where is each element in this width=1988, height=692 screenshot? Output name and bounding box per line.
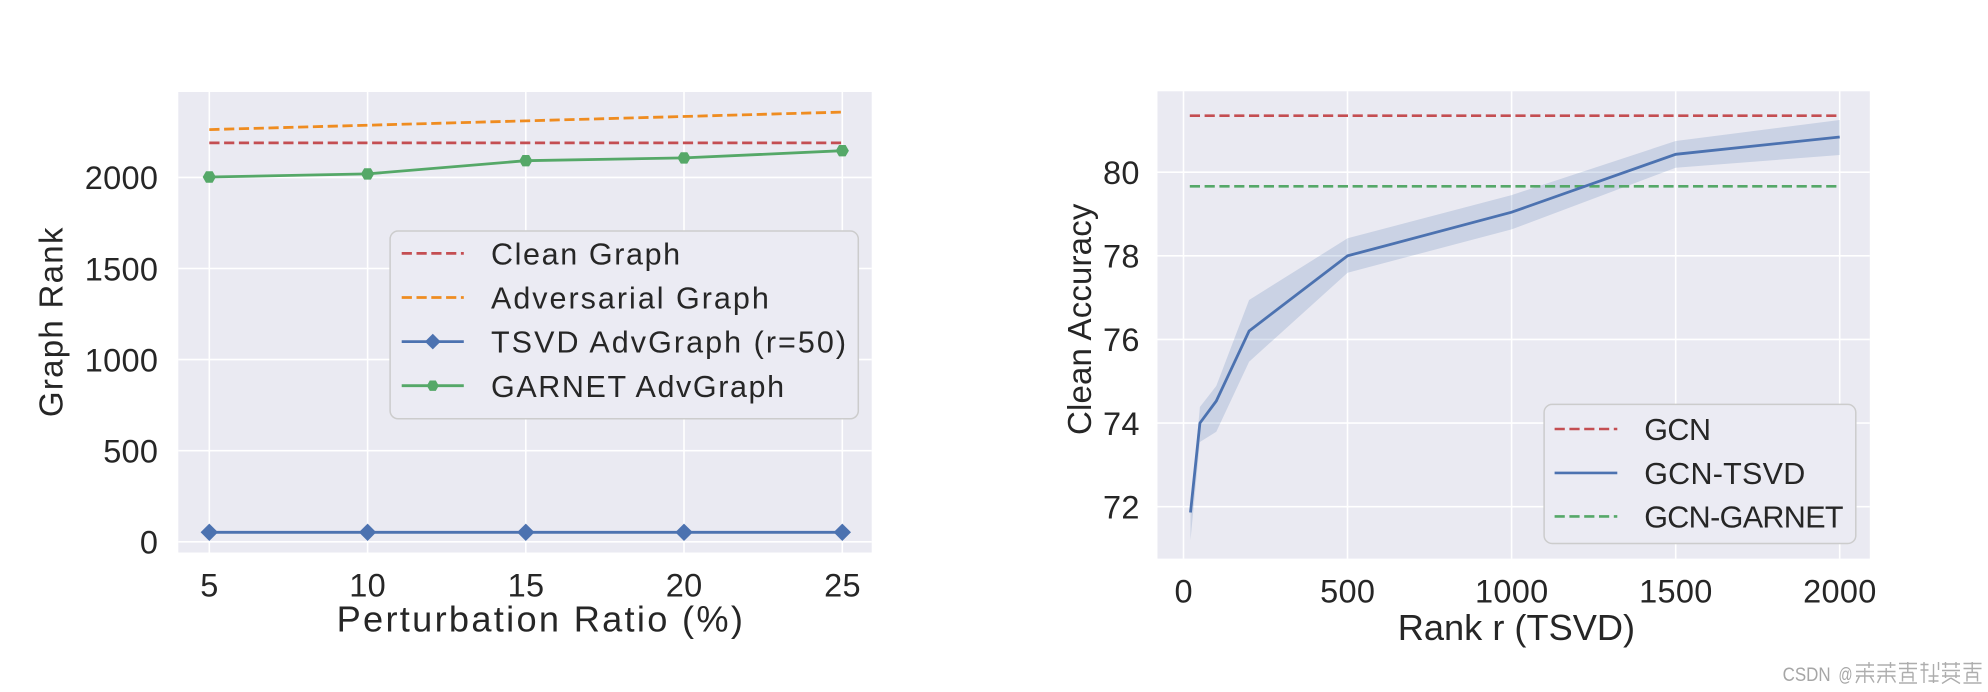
svg-text:2000: 2000: [85, 160, 159, 196]
svg-text:500: 500: [1320, 573, 1375, 609]
svg-text:GCN-TSVD: GCN-TSVD: [1644, 457, 1805, 491]
svg-text:74: 74: [1103, 406, 1140, 442]
svg-text:20: 20: [666, 567, 703, 603]
svg-text:500: 500: [103, 434, 158, 470]
svg-text:Graph Rank: Graph Rank: [32, 226, 69, 417]
svg-text:@: @: [1839, 664, 1853, 686]
svg-text:Rank r (TSVD): Rank r (TSVD): [1398, 607, 1635, 648]
svg-text:1500: 1500: [1639, 573, 1713, 609]
svg-text:TSVD AdvGraph (r=50): TSVD AdvGraph (r=50): [491, 326, 848, 360]
svg-text:Adversarial Graph: Adversarial Graph: [491, 282, 771, 316]
svg-text:78: 78: [1103, 239, 1140, 275]
svg-text:76: 76: [1103, 322, 1140, 358]
svg-text:1500: 1500: [85, 251, 159, 287]
svg-text:80: 80: [1103, 155, 1140, 191]
svg-text:5: 5: [200, 567, 218, 603]
svg-text:Clean Accuracy: Clean Accuracy: [1061, 203, 1098, 435]
svg-text:15: 15: [508, 567, 545, 603]
svg-text:72: 72: [1103, 490, 1140, 526]
svg-text:25: 25: [824, 567, 861, 603]
svg-text:0: 0: [140, 525, 158, 561]
svg-text:1000: 1000: [85, 342, 159, 378]
svg-text:GCN: GCN: [1644, 413, 1710, 447]
svg-text:0: 0: [1175, 573, 1193, 609]
svg-text:Perturbation Ratio (%): Perturbation Ratio (%): [337, 598, 746, 639]
svg-text:GCN-GARNET: GCN-GARNET: [1644, 501, 1843, 535]
svg-text:2000: 2000: [1803, 573, 1877, 609]
svg-text:Clean Graph: Clean Graph: [491, 238, 682, 272]
svg-text:10: 10: [349, 567, 386, 603]
svg-text:CSDN: CSDN: [1783, 664, 1831, 686]
svg-text:1000: 1000: [1475, 573, 1549, 609]
svg-text:GARNET AdvGraph: GARNET AdvGraph: [491, 370, 786, 404]
